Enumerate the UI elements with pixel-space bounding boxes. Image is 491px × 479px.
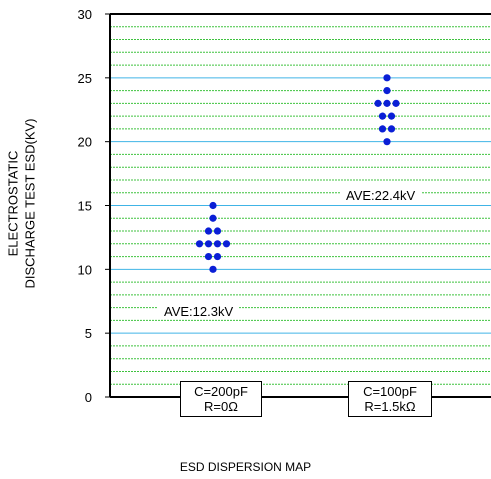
data-point — [374, 99, 382, 107]
data-point — [204, 252, 213, 261]
annotation-average-1: AVE:12.3kV — [158, 304, 240, 319]
y-tick-label: 0 — [85, 390, 92, 405]
y-tick-label: 10 — [78, 262, 92, 277]
category-2-line-2: R=1.5kΩ — [364, 399, 416, 414]
y-tick-label: 15 — [78, 199, 92, 214]
y-axis-label-line-1: ELECTROSTATIC — [5, 150, 21, 257]
data-point — [204, 240, 213, 248]
data-point — [378, 125, 387, 133]
data-point — [383, 74, 391, 82]
y-axis-label: ELECTROSTATIC DISCHARGE TEST ESD(KV) — [0, 0, 60, 479]
data-points — [195, 74, 400, 273]
data-point — [209, 265, 217, 273]
y-axis-label-line-2: DISCHARGE TEST ESD(KV) — [22, 118, 38, 289]
annotation-average-2: AVE:22.4kV — [340, 188, 422, 203]
category-1-line-1: C=200pF — [194, 384, 248, 399]
data-point — [213, 252, 222, 261]
y-tick-label: 30 — [78, 7, 92, 22]
data-point — [392, 99, 400, 107]
data-point — [383, 99, 391, 107]
category-box-1: C=200pF R=0Ω — [180, 381, 262, 417]
data-point — [195, 240, 204, 248]
category-2-line-1: C=100pF — [363, 384, 417, 399]
data-point — [209, 214, 217, 222]
y-tick-labels: 0 5 10 15 20 25 30 — [78, 7, 92, 405]
data-point — [378, 112, 387, 120]
category-box-2: C=100pF R=1.5kΩ — [348, 381, 432, 417]
y-tick-label: 5 — [85, 326, 92, 341]
data-point — [209, 201, 217, 210]
data-point — [383, 87, 391, 95]
grid-lines — [110, 26, 491, 385]
data-point — [387, 125, 396, 133]
y-tick-label: 20 — [78, 135, 92, 150]
data-point — [222, 240, 231, 248]
data-point — [213, 240, 222, 248]
data-point — [387, 112, 396, 120]
data-point — [383, 138, 391, 146]
y-tick-label: 25 — [78, 71, 92, 86]
category-1-line-2: R=0Ω — [204, 399, 238, 414]
x-axis-title: ESD DISPERSION MAP — [179, 460, 312, 474]
data-point — [204, 227, 213, 235]
data-point — [213, 227, 222, 235]
